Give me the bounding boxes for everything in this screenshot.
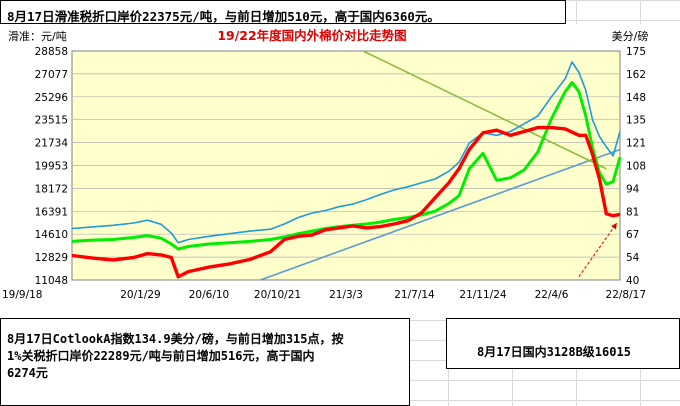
series-line <box>71 61 621 244</box>
chart-title: 19/22年度国内外棉价对比走势图 <box>217 28 406 43</box>
right-tick-label: 135 <box>626 115 646 127</box>
note-cotlook-line-1: 8月17日CotlookA指数134.9美分/磅，与前日增加315点，按 <box>7 332 344 346</box>
right-axis-unit: 美分/磅 <box>612 29 649 43</box>
series-line <box>71 125 621 279</box>
x-tick-label: 21/11/24 <box>459 289 506 301</box>
x-tick-label: 22/4/6 <box>535 289 569 301</box>
left-tick-label: 12829 <box>35 252 68 264</box>
left-tick-label: 23515 <box>35 115 68 127</box>
trend-line <box>260 148 621 281</box>
x-tick-label: 21/7/14 <box>394 289 435 301</box>
right-tick-label: 81 <box>626 206 639 218</box>
annotation-arrow-line <box>578 222 617 278</box>
right-tick-label: 40 <box>626 275 639 287</box>
right-axis-ticks: 175 162 148 135 121 108 94 81 67 54 40 <box>626 46 646 287</box>
x-tick-label: 21/3/3 <box>329 289 363 301</box>
right-tick-label: 67 <box>626 229 639 241</box>
gridlines <box>72 73 620 258</box>
left-tick-label: 11048 <box>35 275 68 287</box>
right-tick-label: 175 <box>626 46 646 58</box>
left-tick-label: 28858 <box>35 46 68 58</box>
x-axis-ticks: 19/9/18 20/1/29 20/6/10 20/10/21 21/3/3 21/7/… <box>2 289 646 301</box>
x-tick-label: 20/10/21 <box>254 289 301 301</box>
x-tick-label: 20/6/10 <box>189 289 229 301</box>
right-tick-label: 121 <box>626 138 646 150</box>
series-line <box>71 81 622 251</box>
left-tick-label: 21734 <box>35 138 69 150</box>
note-domestic-price: 8月17日国内3128B级16015 <box>446 318 680 369</box>
right-tick-label: 54 <box>626 252 640 264</box>
right-tick-label: 94 <box>626 183 640 195</box>
x-tick-label: 22/8/17 <box>606 289 646 301</box>
left-tick-label: 16391 <box>35 206 68 218</box>
left-tick-label: 14610 <box>35 229 68 241</box>
trend-line <box>362 50 607 170</box>
left-tick-label: 19953 <box>35 161 68 173</box>
price-chart: 28858 27077 25296 23515 21734 19953 18172 16391… <box>0 24 680 318</box>
left-axis-ticks: 28858 27077 25296 23515 21734 19953 18172 16391… <box>35 46 69 287</box>
note-cotlook-index: 8月17日CotlookA指数134.9美分/磅，与前日增加315点，按 1%关… <box>0 318 410 406</box>
trendlines <box>260 50 621 281</box>
note-import-price: 8月17日滑准税折口岸价22375元/吨，与前日增加510元，高于国内6360元… <box>0 0 566 24</box>
note-cotlook-line-3: 6274元 <box>7 366 48 380</box>
left-tick-label: 27077 <box>35 69 68 81</box>
right-tick-label: 162 <box>626 69 646 81</box>
x-tick-label: 19/9/18 <box>2 289 42 301</box>
note-cotlook-line-2: 1%关税折口岸价22289元/吨与前日增加516元，高于国内 <box>7 349 315 363</box>
right-tick-label: 148 <box>626 92 646 104</box>
annotation-arrow <box>578 222 617 278</box>
x-tick-label: 20/1/29 <box>120 289 160 301</box>
left-axis-unit: 滑准：元/吨 <box>8 30 67 43</box>
left-tick-label: 18172 <box>35 183 68 195</box>
series-lines <box>71 61 622 279</box>
right-tick-label: 108 <box>626 161 646 173</box>
left-tick-label: 25296 <box>35 92 69 104</box>
